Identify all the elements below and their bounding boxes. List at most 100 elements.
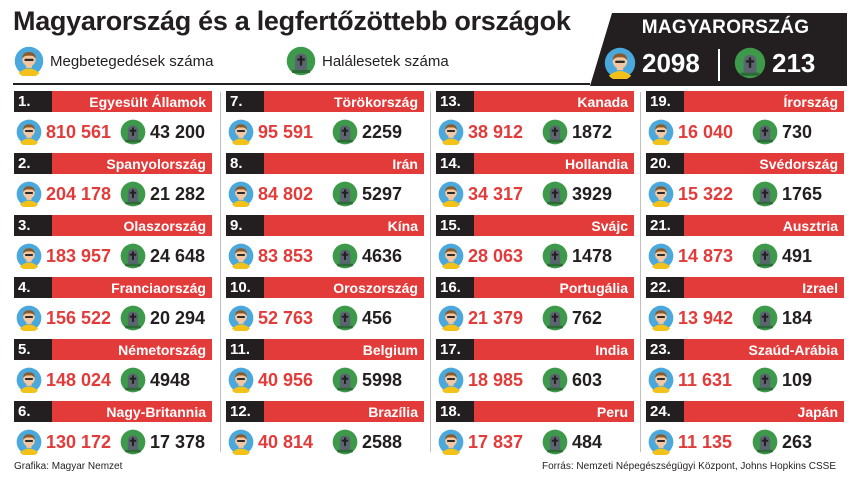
country-name: Japán bbox=[797, 404, 838, 420]
country-bar: Németország bbox=[52, 339, 212, 360]
country-card: 5. Németország 148 024 4948 bbox=[14, 338, 212, 396]
cases-value: 204 178 bbox=[46, 183, 112, 204]
country-card: 2. Spanyolország 204 178 21 282 bbox=[14, 152, 212, 210]
grave-cross-icon bbox=[332, 119, 358, 145]
country-name: Kanada bbox=[577, 94, 628, 110]
deaths-value: 1478 bbox=[572, 245, 613, 266]
rank-number: 11. bbox=[230, 341, 251, 358]
country-name: Belgium bbox=[362, 342, 418, 358]
country-card: 18. Peru 17 837 484 bbox=[436, 400, 634, 458]
cases-value: 21 379 bbox=[468, 307, 524, 328]
country-card: 6. Nagy-Britannia 130 172 17 378 bbox=[14, 400, 212, 458]
rank-number: 10. bbox=[230, 279, 251, 296]
rank-number: 23. bbox=[650, 341, 671, 358]
rank-number: 19. bbox=[650, 93, 671, 110]
deaths-value: 3929 bbox=[572, 183, 613, 204]
grave-cross-icon bbox=[542, 367, 568, 393]
column-divider bbox=[640, 92, 641, 452]
deaths-value: 2259 bbox=[362, 121, 403, 142]
country-card: 19. Írország 16 040 730 bbox=[646, 90, 844, 148]
cases-value: 156 522 bbox=[46, 307, 112, 328]
person-icon bbox=[16, 243, 42, 269]
cases-value: 15 322 bbox=[678, 183, 734, 204]
country-card: 10. Oroszország 52 763 456 bbox=[226, 276, 424, 334]
deaths-value: 1765 bbox=[782, 183, 823, 204]
cases-value: 16 040 bbox=[678, 121, 734, 142]
country-name: Szaúd-Arábia bbox=[748, 342, 838, 358]
country-card: 15. Svájc 28 063 1478 bbox=[436, 214, 634, 272]
cases-stat: 13 942 bbox=[648, 305, 733, 331]
cases-value: 18 985 bbox=[468, 369, 524, 390]
person-icon bbox=[648, 181, 674, 207]
grave-cross-icon bbox=[120, 429, 146, 455]
cases-stat: 810 561 bbox=[16, 119, 111, 145]
cases-stat: 40 814 bbox=[228, 429, 313, 455]
cases-stat: 14 873 bbox=[648, 243, 733, 269]
rank-number: 22. bbox=[650, 279, 671, 296]
column-divider bbox=[430, 92, 431, 452]
grave-cross-icon bbox=[752, 305, 778, 331]
deaths-value: 263 bbox=[782, 431, 813, 452]
country-bar: Hollandia bbox=[474, 153, 634, 174]
deaths-value: 5998 bbox=[362, 369, 403, 390]
cases-stat: 21 379 bbox=[438, 305, 523, 331]
country-card: 9. Kína 83 853 4636 bbox=[226, 214, 424, 272]
deaths-stat: 5998 bbox=[332, 367, 402, 393]
grave-cross-icon bbox=[752, 367, 778, 393]
deaths-stat: 1478 bbox=[542, 243, 612, 269]
country-card: 12. Brazília 40 814 2588 bbox=[226, 400, 424, 458]
deaths-value: 21 282 bbox=[150, 183, 206, 204]
country-card: 24. Japán 11 135 263 bbox=[646, 400, 844, 458]
person-icon bbox=[228, 243, 254, 269]
hungary-cases: 2098 bbox=[604, 47, 700, 79]
rank-number: 20. bbox=[650, 155, 671, 172]
rank-number: 24. bbox=[650, 403, 671, 420]
deaths-value: 4948 bbox=[150, 369, 191, 390]
deaths-stat: 4636 bbox=[332, 243, 402, 269]
country-bar: Spanyolország bbox=[52, 153, 212, 174]
cases-value: 130 172 bbox=[46, 431, 112, 452]
person-icon bbox=[16, 181, 42, 207]
deaths-stat: 43 200 bbox=[120, 119, 205, 145]
grave-cross-icon bbox=[120, 243, 146, 269]
country-bar: Portugália bbox=[474, 277, 634, 298]
country-bar: Kína bbox=[264, 215, 424, 236]
country-bar: Izrael bbox=[684, 277, 844, 298]
deaths-value: 184 bbox=[782, 307, 813, 328]
grave-cross-icon bbox=[120, 181, 146, 207]
person-icon bbox=[648, 243, 674, 269]
column-divider bbox=[220, 92, 221, 452]
country-name: Németország bbox=[118, 342, 206, 358]
country-bar: Belgium bbox=[264, 339, 424, 360]
country-bar: Olaszország bbox=[52, 215, 212, 236]
deaths-stat: 730 bbox=[752, 119, 812, 145]
person-icon bbox=[604, 47, 636, 79]
rank-number: 18. bbox=[440, 403, 461, 420]
cases-value: 13 942 bbox=[678, 307, 734, 328]
cases-value: 84 802 bbox=[258, 183, 314, 204]
country-card: 3. Olaszország 183 957 24 648 bbox=[14, 214, 212, 272]
deaths-value: 1872 bbox=[572, 121, 613, 142]
cases-value: 34 317 bbox=[468, 183, 524, 204]
person-icon bbox=[438, 181, 464, 207]
person-icon bbox=[438, 119, 464, 145]
country-grid: 1. Egyesült Államok 810 561 43 200 2. Spanyol… bbox=[14, 90, 846, 450]
deaths-value: 603 bbox=[572, 369, 603, 390]
deaths-stat: 484 bbox=[542, 429, 602, 455]
person-icon bbox=[648, 367, 674, 393]
country-bar: Nagy-Britannia bbox=[52, 401, 212, 422]
country-card: 7. Törökország 95 591 2259 bbox=[226, 90, 424, 148]
person-icon bbox=[648, 305, 674, 331]
deaths-stat: 456 bbox=[332, 305, 392, 331]
cases-stat: 15 322 bbox=[648, 181, 733, 207]
rank-number: 6. bbox=[18, 403, 31, 420]
country-bar: Japán bbox=[684, 401, 844, 422]
country-name: Törökország bbox=[333, 94, 418, 110]
grave-cross-icon bbox=[752, 429, 778, 455]
cases-stat: 83 853 bbox=[228, 243, 313, 269]
rank-number: 8. bbox=[230, 155, 243, 172]
cases-stat: 11 135 bbox=[648, 429, 732, 455]
country-bar: Írország bbox=[684, 91, 844, 112]
person-icon bbox=[228, 305, 254, 331]
country-card: 8. Irán 84 802 5297 bbox=[226, 152, 424, 210]
